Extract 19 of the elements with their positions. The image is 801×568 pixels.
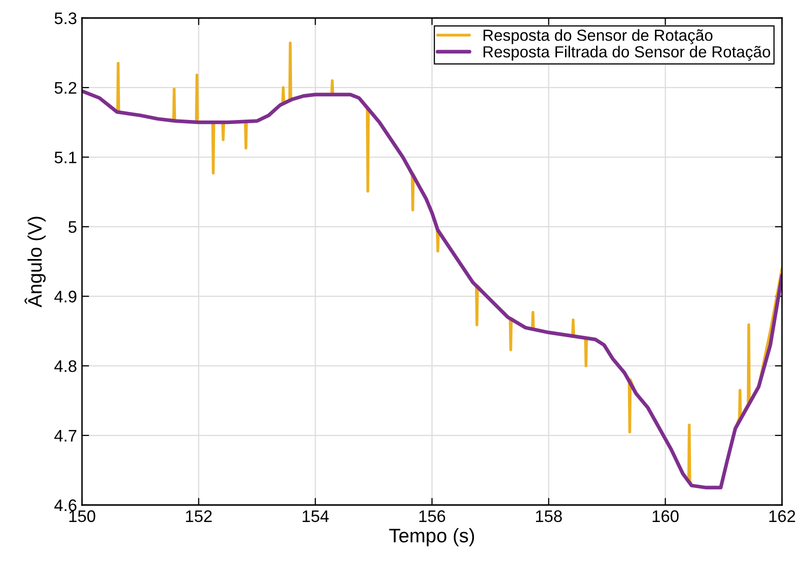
y-tick-label: 5 [68,221,76,233]
y-tick-label: 4.9 [54,290,76,302]
legend-label: Resposta Filtrada do Sensor de Rotação [484,46,770,61]
y-tick-label: 5.3 [54,12,76,24]
y-tick-label: 4.8 [54,360,76,372]
x-tick-label: 160 [652,510,679,522]
legend-label: Resposta do Sensor de Rotação [484,29,712,44]
x-axis-title: Tempo (s) [389,528,474,546]
y-tick-label: 4.7 [54,430,76,442]
y-axis-title: Ângulo (V) [24,216,46,308]
x-tick-label: 152 [186,510,212,522]
x-tick-label: 158 [536,510,562,522]
y-tick-label: 4.6 [54,499,76,512]
x-tick-label: 154 [302,510,329,522]
x-tick-label: 156 [419,510,446,522]
x-tick-label: 150 [69,510,96,522]
y-tick-label: 5.2 [54,82,76,94]
y-tick-label: 5.1 [54,152,76,164]
x-tick-label: 162 [769,510,796,522]
